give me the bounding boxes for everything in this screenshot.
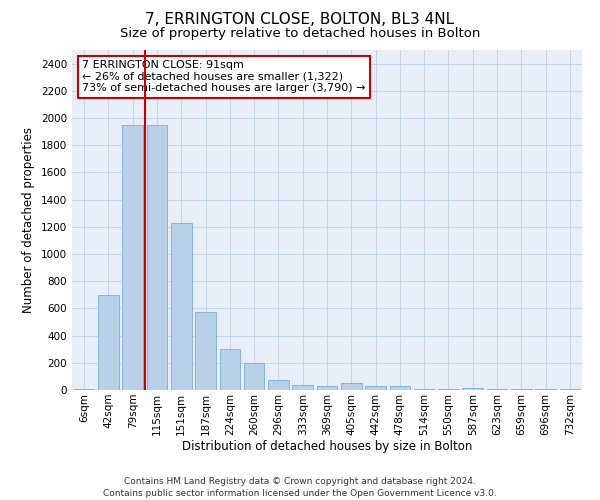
Y-axis label: Number of detached properties: Number of detached properties xyxy=(22,127,35,313)
Text: Contains HM Land Registry data © Crown copyright and database right 2024.
Contai: Contains HM Land Registry data © Crown c… xyxy=(103,476,497,498)
Bar xyxy=(98,295,119,390)
Bar xyxy=(535,388,556,390)
Bar xyxy=(171,222,191,390)
Bar xyxy=(414,388,434,390)
Bar xyxy=(195,312,216,390)
Bar xyxy=(220,348,240,390)
Bar xyxy=(389,386,410,390)
Text: Size of property relative to detached houses in Bolton: Size of property relative to detached ho… xyxy=(120,28,480,40)
Bar xyxy=(560,388,580,390)
X-axis label: Distribution of detached houses by size in Bolton: Distribution of detached houses by size … xyxy=(182,440,472,454)
Bar xyxy=(317,386,337,390)
Text: 7, ERRINGTON CLOSE, BOLTON, BL3 4NL: 7, ERRINGTON CLOSE, BOLTON, BL3 4NL xyxy=(145,12,455,28)
Bar xyxy=(122,125,143,390)
Bar xyxy=(146,125,167,390)
Text: 7 ERRINGTON CLOSE: 91sqm
← 26% of detached houses are smaller (1,322)
73% of sem: 7 ERRINGTON CLOSE: 91sqm ← 26% of detach… xyxy=(82,60,366,94)
Bar xyxy=(463,388,483,390)
Bar xyxy=(365,386,386,390)
Bar xyxy=(341,382,362,390)
Bar xyxy=(438,388,459,390)
Bar xyxy=(244,363,265,390)
Bar xyxy=(292,384,313,390)
Bar xyxy=(268,380,289,390)
Bar xyxy=(74,388,94,390)
